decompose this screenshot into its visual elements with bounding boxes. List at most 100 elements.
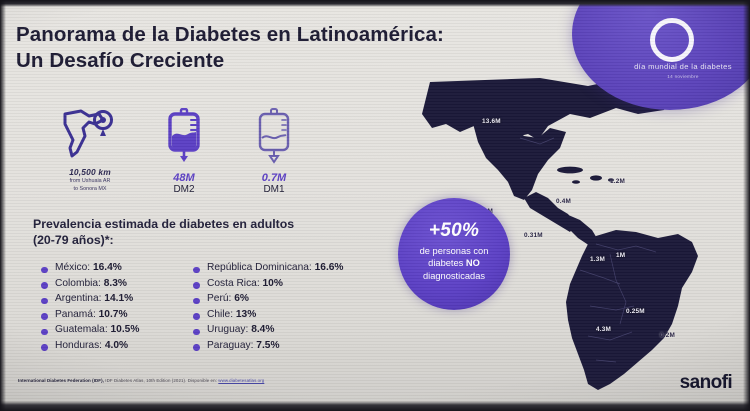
country-name: Uruguay: (207, 324, 249, 336)
map-label-atlantic: 0.2M (660, 332, 676, 339)
latin-america-pin-icon (63, 109, 113, 158)
latin-america-map: 13.6M 1.2M 1.1M 0.4M 0.31M 1M 1.3M 0.25M… (420, 74, 750, 394)
list-item: Costa Rica: 10% (192, 278, 367, 294)
country-value: 14.1% (104, 293, 134, 305)
country-name: República Dominicana: (207, 262, 312, 273)
stat-distance: 10,500 km from Ushuaia AR to Sonora MX (42, 108, 138, 193)
bullet-icon (41, 266, 48, 273)
bullet-icon (193, 328, 200, 336)
country-value: 8.4% (251, 324, 275, 336)
bullet-icon (41, 297, 48, 305)
callout-text: de personas con diabetes NO diagnosticad… (398, 245, 510, 282)
prevalence-column-left: México: 16.4% Colombia: 8.3% Argentina: … (40, 262, 190, 356)
map-label-caribbean: 1.2M (610, 178, 626, 185)
bullet-icon (193, 282, 200, 289)
stat-dm1-label: DM1 (263, 184, 285, 195)
undiagnosed-callout: +50% de personas con diabetes NO diagnos… (398, 198, 510, 310)
map-svg (422, 78, 698, 390)
page-title: Panorama de la Diabetes en Latinoamérica… (16, 22, 546, 74)
map-panama (566, 214, 598, 246)
prevalence-heading-line-1: Prevalencia estimada de diabetes en adul… (33, 217, 295, 231)
list-item: República Dominicana: 16.6% (192, 262, 367, 278)
stat-dm1: 0.7M DM1 (234, 108, 314, 195)
stat-dm2-value: 48M (173, 172, 195, 184)
map-label-venezuela: 1M (616, 252, 626, 259)
bullet-icon (193, 344, 200, 351)
country-value: 16.6% (314, 262, 344, 273)
footnote: International Diabetes Federation (IDF),… (18, 378, 264, 383)
map-label-peru-bolivia: 0.25M (626, 308, 645, 315)
list-item: Colombia: 8.3% (40, 278, 190, 294)
list-item: México: 16.4% (40, 262, 190, 278)
map-label-central-america-east: 0.4M (556, 198, 572, 205)
footnote-source: International Diabetes Federation (IDF), (18, 378, 104, 383)
list-item: Uruguay: 8.4% (192, 324, 367, 340)
country-name: Paraguay: (207, 339, 254, 351)
stat-dm2: 48M DM2 (144, 107, 224, 195)
country-value: 16.4% (92, 262, 122, 273)
map-label-mexico: 13.6M (482, 118, 501, 125)
bullet-icon (41, 344, 48, 351)
list-item: Chile: 13% (192, 309, 367, 325)
map-puerto-rico (608, 178, 614, 182)
badge-date: 14 noviembre (667, 74, 699, 79)
map-jamaica (572, 180, 580, 184)
country-name: Honduras: (55, 339, 103, 351)
stats-icon-row: 10,500 km from Ushuaia AR to Sonora MX 4… (34, 107, 324, 203)
map-central-america (524, 192, 576, 232)
map-mexico (472, 120, 566, 200)
map-label-panama: 0.31M (524, 232, 543, 239)
country-name: Argentina: (55, 293, 102, 305)
country-value: 6% (234, 293, 249, 305)
map-borders (519, 137, 657, 363)
footnote-rest: IDF Diabetes Atlas, 10th Edition (2021).… (105, 378, 217, 383)
stat-dm1-value: 0.7M (261, 172, 287, 184)
stat-distance-sub-2: to Sonora MX (73, 186, 107, 192)
bullet-icon (193, 297, 200, 305)
country-value: 13% (235, 308, 257, 320)
country-value: 4.0% (104, 339, 129, 351)
country-name: Colombia: (55, 277, 101, 289)
country-name: Perú: (207, 293, 232, 305)
country-name: México: (55, 262, 91, 273)
iv-bag-filled-icon (168, 107, 200, 162)
prevalence-heading: Prevalencia estimada de diabetes en adul… (33, 216, 333, 248)
stat-dm2-label: DM2 (173, 184, 195, 195)
list-item: Perú: 6% (192, 293, 367, 309)
stat-distance-value: 10,500 km (69, 167, 111, 177)
prevalence-column-right: República Dominicana: 16.6% Costa Rica: … (192, 262, 367, 356)
country-name: Guatemala: (55, 324, 108, 336)
list-item: Argentina: 14.1% (40, 293, 190, 309)
bullet-icon (193, 313, 200, 320)
iv-bag-outline-icon (258, 108, 290, 164)
bullet-icon (193, 266, 200, 273)
list-item: Panamá: 10.7% (40, 309, 190, 325)
callout-text-bold: NO (465, 258, 480, 269)
bullet-icon (41, 313, 48, 320)
bullet-icon (41, 282, 48, 289)
country-value: 10% (262, 277, 283, 289)
map-hispaniola (590, 175, 602, 181)
callout-text-before: de personas con diabetes (419, 246, 489, 269)
map-label-brazil: 4.3M (596, 326, 612, 333)
list-item: Honduras: 4.0% (40, 340, 190, 356)
map-label-colombia: 1.3M (590, 256, 606, 263)
country-value: 8.3% (103, 277, 127, 289)
callout-headline: +50% (428, 220, 480, 241)
callout-text-after: diagnosticadas (422, 270, 486, 281)
prevalence-heading-line-2: (20-79 años)*: (33, 233, 114, 247)
map-south-america (566, 230, 698, 390)
title-line-1: Panorama de la Diabetes en Latinoamérica… (16, 23, 444, 46)
country-name: Costa Rica: (207, 277, 260, 289)
ring-icon (650, 18, 694, 62)
country-value: 10.7% (98, 308, 128, 320)
title-line-2: Un Desafío Creciente (16, 49, 225, 72)
list-item: Paraguay: 7.5% (192, 340, 367, 356)
country-value: 7.5% (256, 339, 280, 351)
stat-distance-sub-1: from Ushuaia AR (69, 178, 111, 184)
country-name: Chile: (207, 308, 234, 320)
map-cuba (557, 166, 583, 174)
bullet-icon (41, 328, 48, 336)
list-item: Guatemala: 10.5% (40, 324, 190, 340)
country-name: Panamá: (55, 308, 96, 320)
